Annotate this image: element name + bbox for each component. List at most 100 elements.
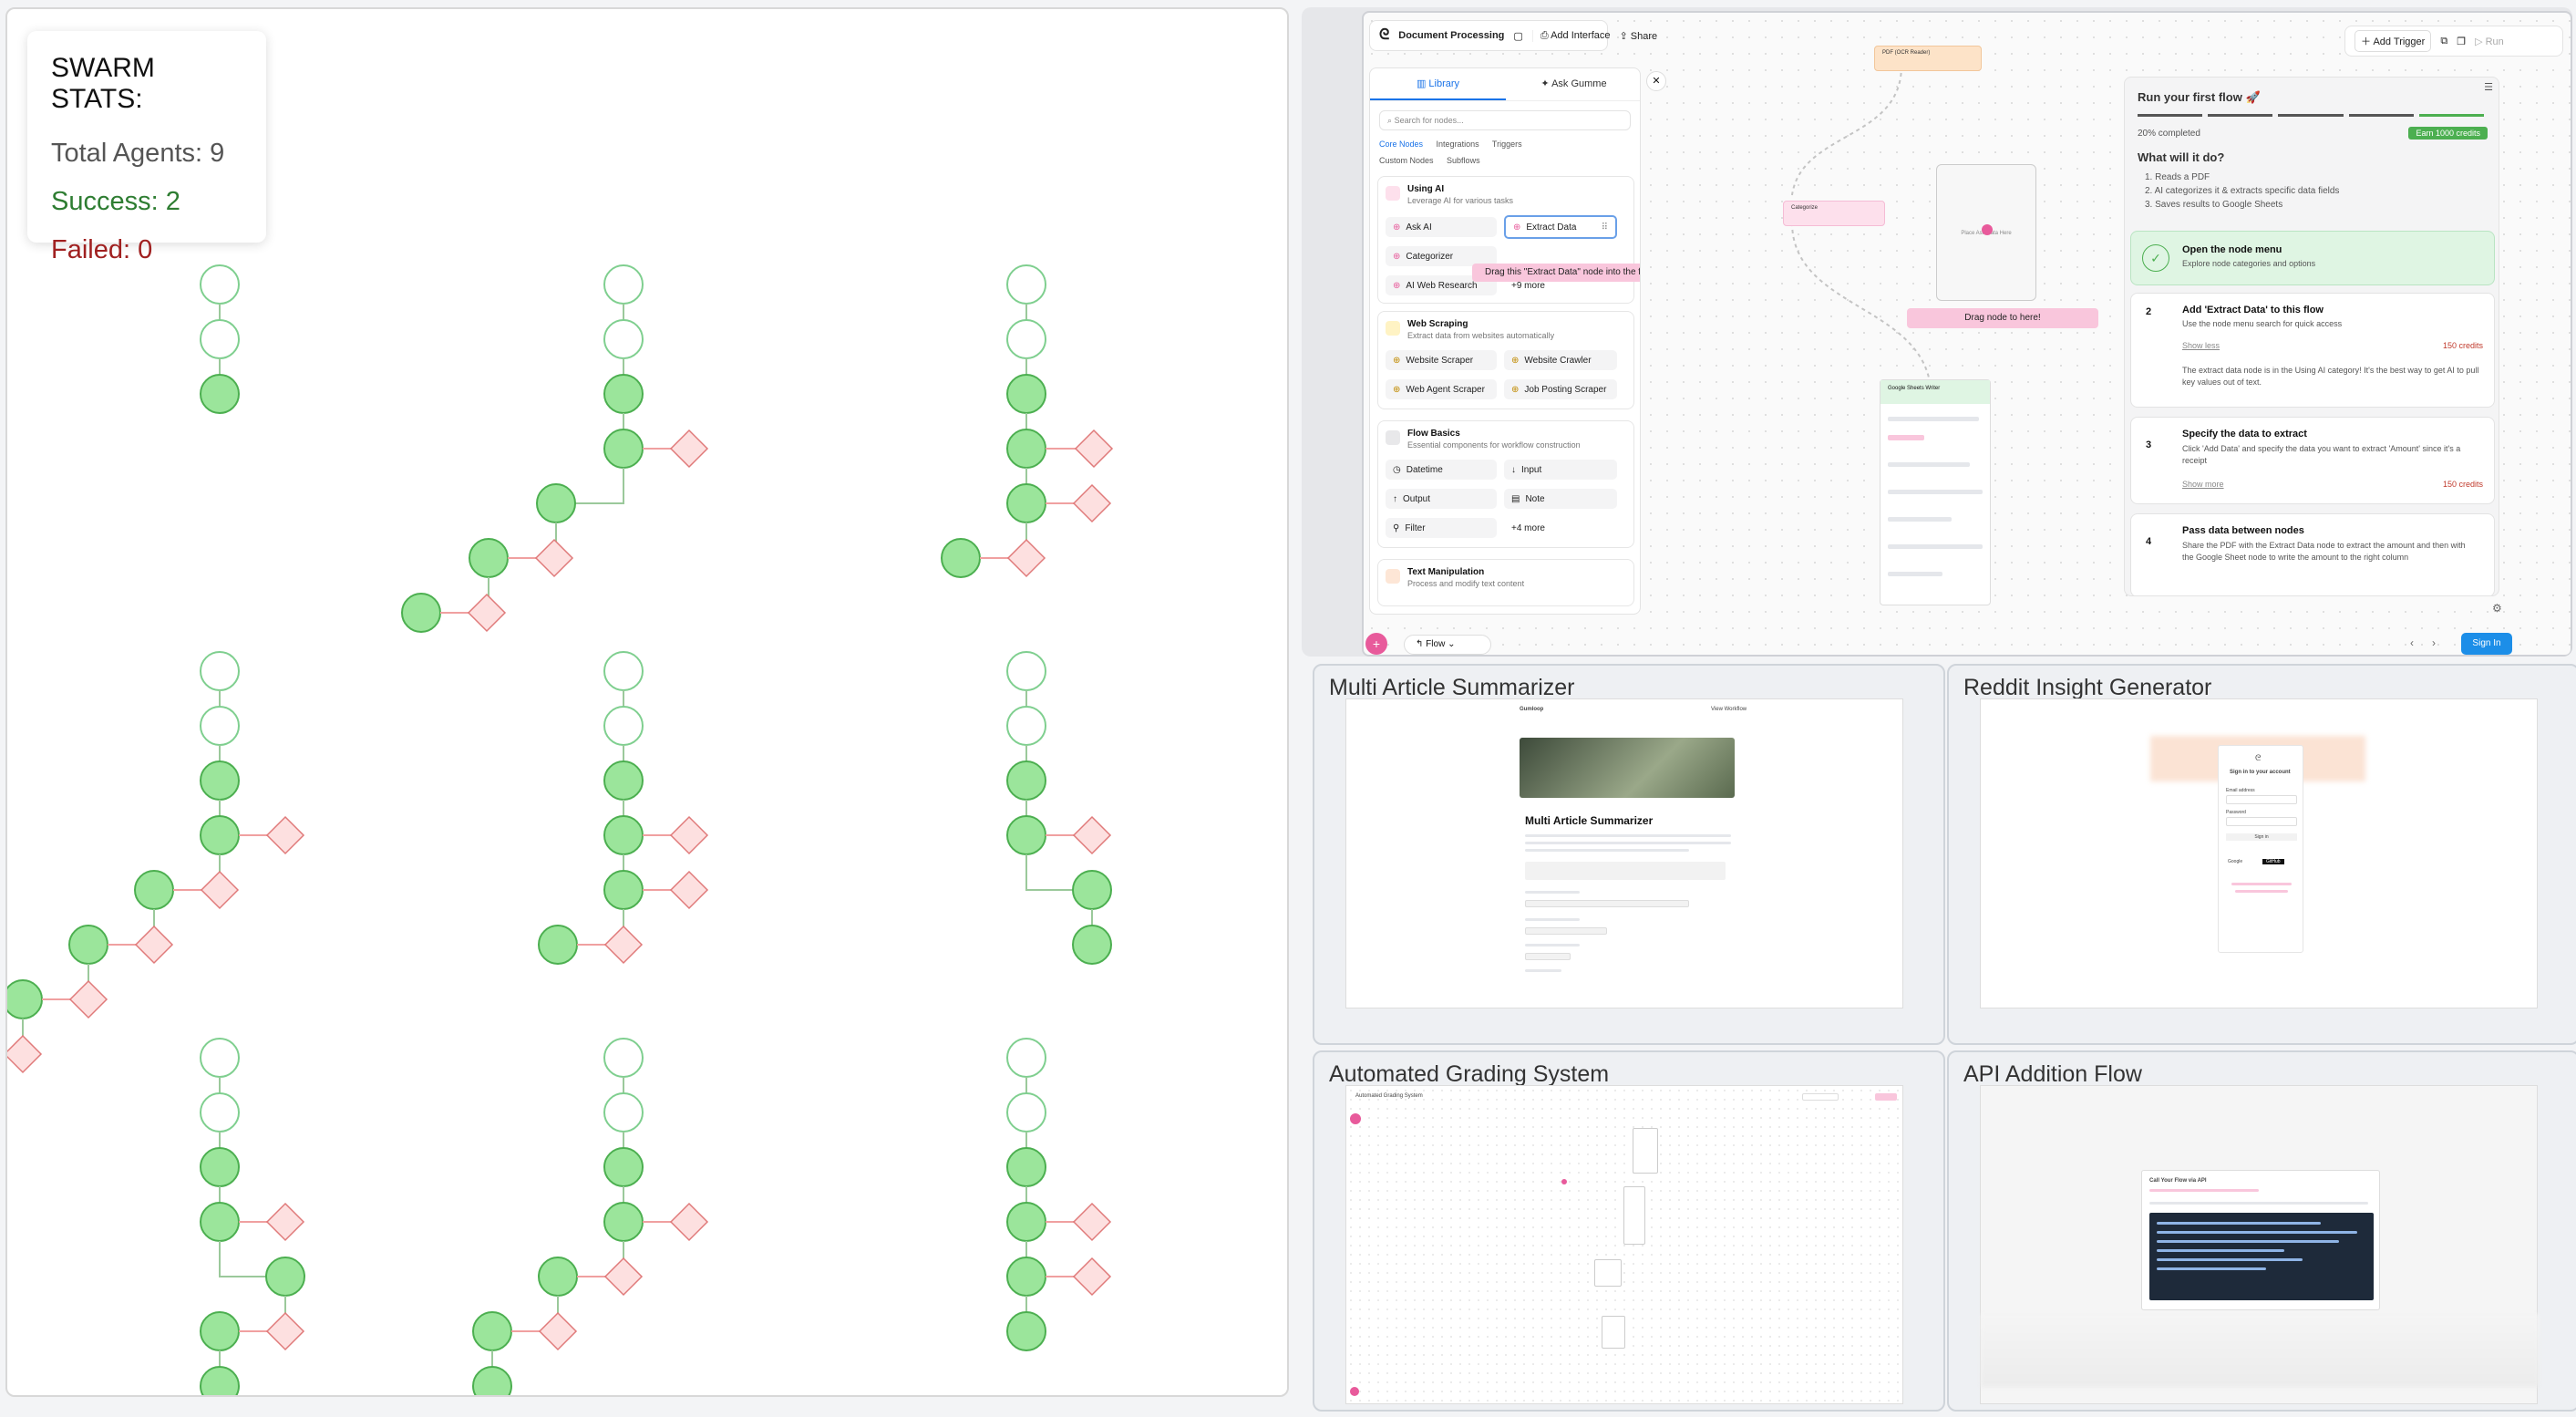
success-count: Success: 2 [51, 187, 180, 216]
section-web-scraping: Web Scraping Extract data from websites … [1377, 311, 1634, 409]
section-subtitle: Leverage AI for various tasks [1407, 196, 1514, 205]
add-interface-button[interactable]: ⎙ Add Interface [1531, 29, 1611, 42]
agent-node [200, 706, 240, 746]
add-trigger-button[interactable]: ＋ Add Trigger [2354, 30, 2432, 52]
node-input[interactable]: ↓ Input [1504, 460, 1617, 480]
step-open-node-menu[interactable]: ✓ Open the node menu Explore node catego… [2130, 231, 2495, 285]
section-title: Web Scraping [1407, 319, 1468, 329]
add-node-button[interactable]: + [1365, 633, 1387, 655]
run-button[interactable]: ▷ Run [2475, 36, 2504, 47]
failed-node [538, 1311, 578, 1351]
step-specify-data[interactable]: 3 Specify the data to extract Click 'Add… [2130, 417, 2495, 504]
tile-title: Automated Grading System [1329, 1061, 1617, 1088]
bookmark-icon[interactable]: ▢ [1513, 30, 1523, 42]
tile-multi-article-summarizer[interactable]: Multi Article Summarizer Gumloop View Wo… [1313, 664, 1945, 1045]
node-search-input[interactable]: ⌕ Search for nodes... [1379, 110, 1631, 130]
failed-node [669, 870, 709, 910]
failed-node [669, 1202, 709, 1242]
agent-node [200, 319, 240, 359]
node-datetime[interactable]: ◷ Datetime [1386, 460, 1497, 480]
step-desc: Share the PDF with the Extract Data node… [2182, 541, 2466, 562]
node-website-scraper[interactable]: ⊕ Website Scraper [1386, 350, 1497, 370]
agent-node [472, 1366, 512, 1395]
mini-heading: Automated Grading System [1355, 1093, 1423, 1099]
agent-node [603, 870, 644, 910]
copy-icon[interactable]: ❐ [2457, 36, 2467, 47]
agent-node [200, 760, 240, 801]
agent-node [1006, 760, 1046, 801]
tile-api-addition-flow[interactable]: API Addition Flow Call Your Flow via API [1947, 1050, 2576, 1412]
flow-actions-bar: ＋ Add Trigger ⧉ ❐ ▷ Run [2344, 26, 2563, 57]
step-title: Add 'Extract Data' to this flow [2182, 305, 2324, 315]
node-library-sidebar: ▥ Library ✦ Ask Gumme ⌕ Search for nodes… [1369, 67, 1641, 615]
canvas-node-sheets[interactable]: Google Sheets Writer [1880, 379, 1991, 605]
tab-ask-gummie[interactable]: ✦ Ask Gumme [1540, 78, 1607, 89]
agent-node [401, 593, 441, 633]
right-panel: ᘓ Document Processing ▢ ⎙ Add Interface … [1302, 7, 2576, 1415]
settings-gear-icon[interactable]: ⚙ [2492, 602, 2502, 615]
prev-icon[interactable]: ‹ [2410, 636, 2414, 649]
step-desc: Use the node menu search for quick acces… [2182, 319, 2343, 328]
node-ai-web-research[interactable]: ⊕ AI Web Research [1386, 275, 1497, 295]
step-desc: Click 'Add Data' and specify the data yo… [2182, 444, 2461, 465]
filter-custom-nodes[interactable]: Custom Nodes [1379, 156, 1434, 165]
code-block [2149, 1213, 2374, 1300]
search-icon: ⌕ [1387, 116, 1393, 125]
gumloop-logo-icon: ᘓ [1379, 27, 1390, 43]
agent-node [603, 1038, 644, 1078]
agent-node [1072, 925, 1112, 965]
agent-node [200, 374, 240, 414]
what-item: 1. Reads a PDF [2145, 172, 2210, 182]
node-output[interactable]: ↑ Output [1386, 489, 1497, 509]
node-extract-data[interactable]: ⊕ Extract Data ⠿ [1504, 215, 1617, 239]
tile-screenshot: Gumloop View Workflow Multi Article Summ… [1345, 698, 1903, 1008]
flow-title[interactable]: Document Processing [1398, 30, 1505, 41]
section-subtitle: Process and modify text content [1407, 579, 1525, 588]
tile-automated-grading-system[interactable]: Automated Grading System Automated Gradi… [1313, 1050, 1945, 1412]
step-title: Open the node menu [2182, 244, 2282, 255]
agent-node [1006, 1257, 1046, 1297]
node-web-agent-scraper[interactable]: ⊕ Web Agent Scraper [1386, 379, 1497, 399]
step-pass-data[interactable]: 4 Pass data between nodes Share the PDF … [2130, 513, 2495, 595]
node-filter[interactable]: ⚲ Filter [1386, 518, 1497, 538]
tile-reddit-insight-generator[interactable]: Reddit Insight Generator ᘓ Sign in to yo… [1947, 664, 2576, 1045]
failed-node [1072, 815, 1112, 855]
agent-node [1006, 483, 1046, 523]
agent-node [1006, 815, 1046, 855]
mini-sign-in-button: Sign in [2226, 833, 2297, 841]
flow-selector[interactable]: ↰ Flow ⌄ [1404, 635, 1491, 655]
next-icon[interactable]: › [2432, 636, 2436, 649]
show-more-link[interactable]: Show more [2182, 480, 2224, 489]
agent-node [603, 1092, 644, 1133]
swarm-stats-title: SWARM STATS: [51, 53, 155, 114]
canvas-node-pdf[interactable]: PDF (OCR Reader) [1874, 46, 1982, 71]
more-basic-nodes[interactable]: +4 more [1504, 518, 1568, 538]
filter-triggers[interactable]: Triggers [1491, 140, 1522, 149]
filter-subflows[interactable]: Subflows [1447, 156, 1480, 165]
agent-node [1006, 264, 1046, 305]
step-add-extract-data[interactable]: 2 Add 'Extract Data' to this flow Use th… [2130, 293, 2495, 408]
node-categorizer[interactable]: ⊕ Categorizer [1386, 246, 1497, 266]
section-title: Using AI [1407, 184, 1445, 194]
credits-badge: Earn 1000 credits [2408, 127, 2488, 140]
node-ask-ai[interactable]: ⊕ Ask AI [1386, 217, 1497, 237]
share-button[interactable]: ⇪ Share [1619, 30, 1658, 42]
filter-core-nodes[interactable]: Core Nodes [1379, 140, 1424, 149]
hierarchy-icon[interactable]: ⧉ [2440, 35, 2448, 47]
canvas-node-categorize[interactable]: Categorize [1783, 201, 1885, 226]
section-subtitle: Essential components for workflow constr… [1407, 440, 1581, 450]
node-job-posting-scraper[interactable]: ⊕ Job Posting Scraper [1504, 379, 1617, 399]
agent-node [1006, 319, 1046, 359]
filter-integrations[interactable]: Integrations [1436, 140, 1479, 149]
sign-in-card: ᘓ Sign in to your account Email address … [2218, 745, 2303, 953]
node-website-crawler[interactable]: ⊕ Website Crawler [1504, 350, 1617, 370]
agent-node [1072, 870, 1112, 910]
failed-node [265, 815, 305, 855]
node-note[interactable]: ▤ Note [1504, 489, 1617, 509]
tab-library[interactable]: ▥ Library [1370, 68, 1506, 100]
close-sidebar-icon[interactable]: ✕ [1646, 71, 1666, 91]
show-less-link[interactable]: Show less [2182, 341, 2221, 350]
collapse-icon[interactable]: ☰ [2484, 82, 2493, 93]
ai-icon [1386, 186, 1400, 201]
sign-in-button[interactable]: Sign In [2461, 633, 2512, 655]
